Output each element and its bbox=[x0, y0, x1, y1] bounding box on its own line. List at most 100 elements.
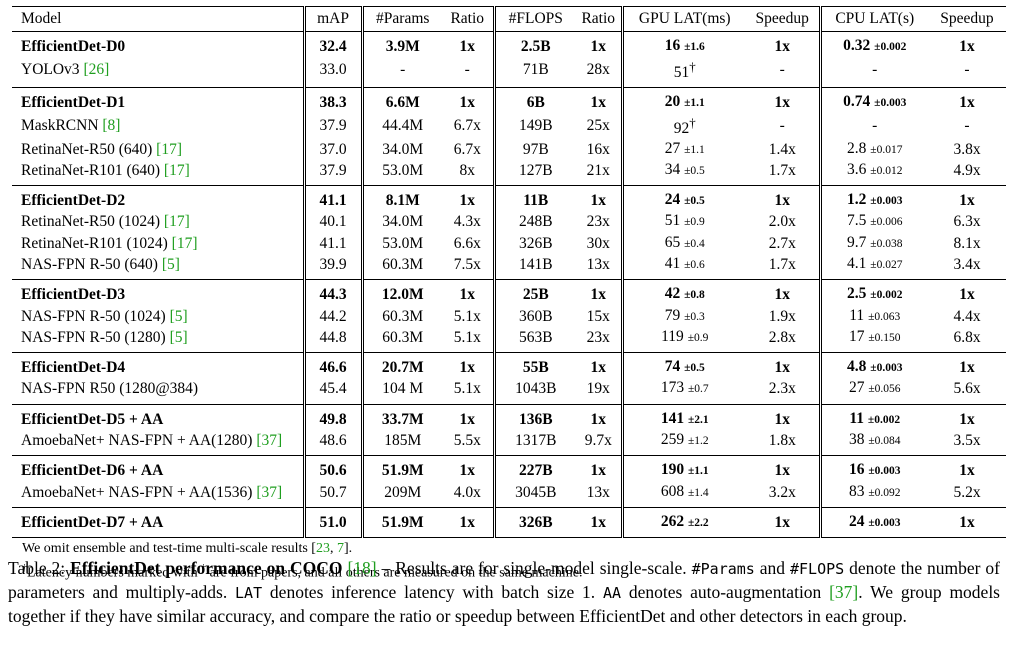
flops-cell: 141B bbox=[518, 255, 553, 273]
gpu-speedup-cell: 1x bbox=[746, 279, 822, 306]
model-cell: EfficientDet-D1 bbox=[12, 87, 306, 114]
flops-ratio-cell: 1x bbox=[576, 352, 624, 379]
map-cell: 33.0 bbox=[304, 57, 364, 88]
map-cell: 32.4 bbox=[304, 31, 364, 58]
citation-link[interactable]: 23 bbox=[315, 541, 330, 557]
gpu-latency-value: 608 bbox=[660, 482, 685, 500]
cpu-latency-value: 27 bbox=[848, 379, 865, 397]
table-row: AmoebaNet+ NAS-FPN + AA(1536) [37] 50.7 20… bbox=[12, 481, 1006, 508]
cpu-latency-cell: 83 ±0.092 bbox=[820, 482, 928, 508]
cpu-latency-stddev: ±0.027 bbox=[870, 258, 903, 271]
header-model: Model bbox=[12, 6, 306, 32]
cpu-latency-stddev: ±0.150 bbox=[868, 331, 901, 344]
params-ratio-cell: 1x bbox=[442, 87, 496, 114]
table-row: MaskRCNN [8] 37.9 44.4M 6.7x 149B 25x 92† - - - bbox=[12, 113, 1006, 139]
gpu-latency-value: 20 bbox=[664, 92, 681, 110]
gpu-latency-stddev: ±0.7 bbox=[687, 383, 709, 396]
citation-link[interactable]: [5] bbox=[169, 307, 188, 325]
params-ratio-cell: 1x bbox=[442, 507, 496, 538]
citation-link[interactable]: [17] bbox=[163, 161, 190, 179]
gpu-speedup-cell: 3.2x bbox=[746, 481, 822, 508]
model-cell: NAS-FPN R-50 (640) [5] bbox=[12, 253, 306, 280]
gpu-latency-value: 41 bbox=[664, 254, 681, 272]
table-row: EfficientDet-D0 32.4 3.9M 1x 2.5B 1x 16 ±1.6 1x… bbox=[12, 31, 1006, 58]
footnote-text: Latency numbers marked with bbox=[27, 565, 202, 581]
model-cell: AmoebaNet+ NAS-FPN + AA(1536) [37] bbox=[12, 481, 306, 508]
gpu-latency-stddev: ±1.1 bbox=[687, 465, 709, 478]
cpu-latency-cell: 2.8 ±0.017 bbox=[820, 139, 928, 160]
citation-link[interactable]: [17] bbox=[171, 234, 198, 252]
citation-link[interactable]: [37] bbox=[256, 432, 283, 450]
table-row: RetinaNet-R101 (640) [17] 37.9 53.0M 8x 127B… bbox=[12, 159, 1006, 186]
header-cpu-latency: CPU LAT(s) bbox=[835, 10, 915, 28]
cpu-latency-value: 16 bbox=[848, 461, 865, 479]
citation-link[interactable]: [17] bbox=[163, 213, 190, 231]
flops-cell: 71B bbox=[522, 61, 549, 79]
citation-link[interactable]: [5] bbox=[161, 255, 180, 273]
cpu-speedup-cell: 3.8x bbox=[953, 140, 981, 158]
flops-ratio-cell: 9.7x bbox=[576, 430, 624, 456]
gpu-speedup-cell: 1x bbox=[746, 455, 822, 482]
cpu-latency-value: 38 bbox=[848, 431, 865, 449]
flops-cell: 136B bbox=[518, 410, 553, 428]
map-cell: 44.8 bbox=[304, 326, 364, 353]
params-cell: 104 M bbox=[382, 380, 424, 398]
citation-link[interactable]: [18] bbox=[347, 558, 377, 578]
gpu-speedup-cell: 1.4x bbox=[746, 138, 822, 160]
cpu-latency-stddev: ±0.003 bbox=[874, 96, 907, 109]
flops-cell: 563B bbox=[518, 328, 553, 346]
cpu-latency-stddev: ±0.003 bbox=[868, 465, 901, 478]
model-cell: NAS-FPN R-50 (1024) [5] bbox=[12, 305, 306, 327]
gpu-latency-cell: 119 ±0.9 bbox=[622, 327, 746, 353]
flops-cell: 11B bbox=[523, 192, 549, 210]
cpu-latency-value: 9.7 bbox=[847, 233, 867, 251]
citation-link[interactable]: [37] bbox=[829, 582, 859, 603]
cpu-latency-value: - bbox=[872, 117, 878, 135]
model-cell: RetinaNet-R50 (640) [17] bbox=[12, 138, 306, 160]
model-cell: EfficientDet-D3 bbox=[12, 279, 306, 306]
model-name: YOLOv3 bbox=[21, 61, 80, 79]
caption-code: #Params bbox=[691, 560, 755, 578]
citation-link[interactable]: 7 bbox=[336, 541, 344, 557]
cpu-speedup-cell: 1x bbox=[959, 38, 975, 55]
caption-text: denote the number of parameters and mult… bbox=[8, 558, 1001, 603]
map-cell: 41.1 bbox=[304, 185, 364, 212]
citation-link[interactable]: [5] bbox=[169, 328, 188, 346]
map-cell: 37.9 bbox=[304, 113, 364, 139]
params-ratio-cell: 1x bbox=[442, 455, 496, 482]
footnote-text: are from papers, and all others are meas… bbox=[206, 565, 583, 581]
model-cell: NAS-FPN R50 (1280@384) bbox=[12, 378, 306, 405]
flops-ratio-cell: 25x bbox=[576, 113, 624, 139]
cpu-speedup-cell: 1x bbox=[959, 410, 975, 428]
cpu-latency-value: 2.8 bbox=[847, 139, 867, 157]
table-row: EfficientDet-D6 + AA 50.6 51.9M 1x 227B 1x 190… bbox=[12, 455, 1006, 482]
citation-link[interactable]: [37] bbox=[256, 483, 283, 501]
cpu-latency-stddev: ±0.002 bbox=[867, 413, 901, 426]
flops-cell: 326B bbox=[518, 234, 553, 252]
caption-text: – Results are for single-model single-sc… bbox=[376, 558, 692, 578]
gpu-latency-cell: 27 ±1.1 bbox=[622, 139, 746, 160]
map-cell: 37.9 bbox=[304, 159, 364, 186]
citation-link[interactable]: [26] bbox=[83, 61, 110, 79]
table-row: NAS-FPN R-50 (1280) [5] 44.8 60.3M 5.1x 563B… bbox=[12, 326, 1006, 353]
model-group: EfficientDet-D6 + AA 50.6 51.9M 1x 227B 1x 190… bbox=[12, 455, 1006, 508]
model-cell: EfficientDet-D0 bbox=[12, 31, 306, 58]
cpu-latency-cell: 24 ±0.003 bbox=[820, 507, 928, 537]
footnote-text-end: ]. bbox=[343, 541, 353, 557]
flops-cell: 360B bbox=[518, 307, 553, 325]
model-cell: EfficientDet-D2 bbox=[12, 185, 306, 212]
citation-link[interactable]: [8] bbox=[102, 117, 121, 135]
footnote-separator: , bbox=[329, 541, 337, 557]
gpu-latency-stddev: ±2.1 bbox=[687, 413, 709, 426]
citation-link[interactable]: [17] bbox=[156, 140, 182, 158]
cpu-latency-stddev: ±0.092 bbox=[868, 486, 901, 499]
header-params-ratio: Ratio bbox=[442, 6, 496, 32]
cpu-latency-cell: 38 ±0.084 bbox=[820, 430, 928, 456]
cpu-latency-value: 1.2 bbox=[847, 191, 867, 209]
cpu-latency-cell: 4.1 ±0.027 bbox=[820, 254, 928, 280]
caption-title: EfficientDet performance on COCO bbox=[70, 558, 343, 578]
cpu-speedup-cell: 3.4x bbox=[953, 255, 981, 273]
cpu-latency-cell: 11 ±0.002 bbox=[820, 404, 928, 430]
gpu-latency-cell: 16 ±1.6 bbox=[622, 32, 746, 58]
flops-ratio-cell: 23x bbox=[576, 326, 624, 353]
